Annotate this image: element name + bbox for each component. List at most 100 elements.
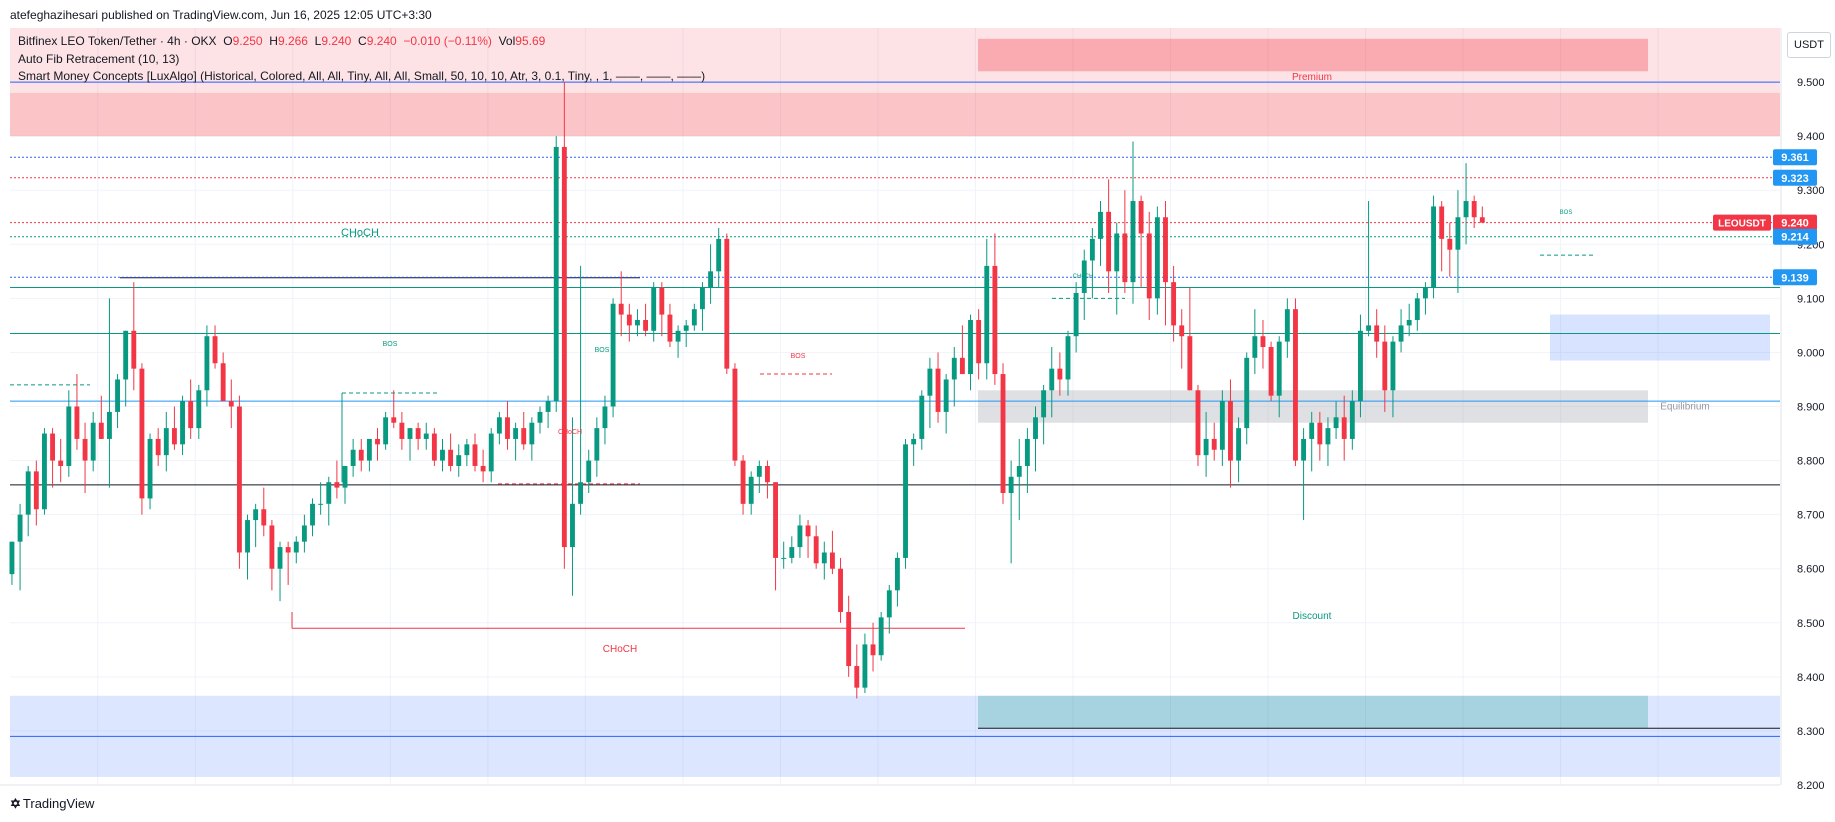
price-chart[interactable]: CHoCH CHoCH BOS BOS BOS CHoCH CHoCH BOS Premium E…	[0, 28, 1835, 794]
candle-body	[635, 319, 640, 326]
candle-body	[1138, 201, 1144, 234]
candle-body	[537, 411, 543, 423]
candle-body	[1024, 438, 1030, 466]
candle-body	[594, 428, 600, 461]
candle-body	[521, 428, 527, 445]
candle-body	[1284, 309, 1290, 342]
high-value: 9.266	[277, 34, 308, 48]
candle-body	[1471, 201, 1477, 218]
candle-body	[1382, 341, 1388, 391]
candle-body	[894, 557, 900, 591]
candle-body	[1195, 390, 1201, 456]
volume-label: Vol	[498, 34, 516, 48]
candle-body	[1366, 325, 1372, 331]
candle-body	[1089, 238, 1095, 261]
candle-body	[691, 309, 697, 326]
candle-body	[984, 265, 990, 364]
candle-body	[505, 417, 510, 439]
time-tick-label: 19	[287, 793, 299, 794]
symbol-title[interactable]: Bitfinex LEO Token/Tether · 4h · OKX	[18, 34, 217, 48]
candle-body	[1098, 211, 1103, 239]
currency-button[interactable]: USDT	[1787, 32, 1831, 58]
candle-body	[171, 428, 177, 445]
candle-body	[1447, 238, 1453, 250]
indicator-fib[interactable]: Auto Fib Retracement (10, 13)	[18, 51, 180, 66]
candle-body	[17, 514, 23, 542]
candle-body	[602, 406, 608, 429]
candle-body	[1049, 368, 1055, 391]
structure-label: CHoCH	[603, 644, 637, 655]
ohlc-row: Bitfinex LEO Token/Tether · 4h · OKX O 9.…	[18, 33, 705, 51]
candle-body	[366, 438, 372, 461]
candle-body	[1325, 428, 1331, 445]
close-value: 9.240	[366, 34, 397, 48]
candle-body	[423, 433, 429, 439]
candle-body	[58, 460, 64, 466]
candle-body	[992, 265, 998, 375]
candle-body	[1463, 201, 1469, 218]
price-tick-label: 8.500	[1797, 618, 1825, 630]
price-tick-label: 8.700	[1797, 510, 1825, 522]
price-label: 9.139	[1781, 272, 1809, 284]
time-tick-label: 11	[1360, 793, 1371, 794]
publisher-bar: atefeghazihesari published on TradingVie…	[0, 0, 1835, 28]
candle-body	[115, 379, 120, 412]
time-tick-label: Jun	[869, 793, 887, 794]
symbol-label-box	[1713, 214, 1771, 231]
candle-body	[1122, 233, 1128, 283]
candle-body	[375, 438, 380, 445]
price-label: 9.214	[1781, 232, 1809, 244]
candle-body	[50, 433, 56, 461]
candle-body	[651, 287, 657, 331]
time-tick-label: 29	[774, 793, 786, 794]
price-tick-label: 8.300	[1797, 726, 1825, 738]
time-tick-label: 15	[92, 793, 104, 794]
candle-body	[301, 525, 307, 542]
candle-body	[1187, 336, 1193, 391]
chart-legend: Bitfinex LEO Token/Tether · 4h · OKX O 9.…	[18, 33, 705, 86]
candle-body	[1293, 309, 1298, 461]
candle-body	[163, 428, 169, 456]
candle-body	[1016, 465, 1022, 477]
time-tick-label: 9	[1265, 793, 1271, 794]
time-tick-label: 5	[1070, 793, 1076, 794]
structure-label: BOS	[595, 347, 610, 354]
candle-body	[1000, 374, 1006, 494]
structure-label: BOS	[791, 353, 806, 360]
candle-body	[724, 238, 730, 369]
premium-ob	[978, 38, 1648, 72]
candle-body	[391, 417, 397, 423]
change-value: −0.010 (−0.11%)	[403, 34, 492, 48]
candle-body	[756, 465, 762, 477]
candle-body	[399, 422, 405, 439]
candle-body	[781, 557, 787, 559]
candle-body	[1268, 347, 1274, 396]
footer-brand[interactable]: ✡ TradingView	[10, 796, 94, 812]
candle-body	[1414, 298, 1420, 320]
candle-body	[618, 303, 624, 315]
candle-body	[862, 644, 868, 688]
price-label: 9.323	[1781, 173, 1809, 185]
open-label: O	[223, 34, 233, 48]
time-tick-label: 25	[579, 793, 591, 794]
candle-body	[448, 449, 454, 466]
time-tick-label: 17	[1652, 793, 1664, 794]
price-label-box	[1773, 169, 1817, 186]
candle-body	[773, 482, 778, 558]
candle-body	[1431, 206, 1436, 288]
time-tick-label: 7	[1167, 793, 1173, 794]
price-tick-label: 9.300	[1797, 185, 1825, 197]
candle-body	[1422, 287, 1428, 299]
candle-body	[1358, 330, 1363, 402]
footer-brand-text: TradingView	[22, 796, 95, 811]
time-tick-label: 21	[384, 793, 396, 794]
candle-body	[1073, 292, 1079, 337]
price-tick-label: 8.400	[1797, 672, 1825, 684]
volume-value: 95.69	[515, 34, 546, 48]
candle-body	[1146, 233, 1152, 299]
discount-label: Discount	[1293, 611, 1332, 622]
candle-body	[1228, 401, 1233, 461]
candle-body	[220, 363, 226, 402]
candle-body	[813, 536, 819, 564]
indicator-smc[interactable]: Smart Money Concepts [LuxAlgo] (Historic…	[18, 69, 706, 83]
